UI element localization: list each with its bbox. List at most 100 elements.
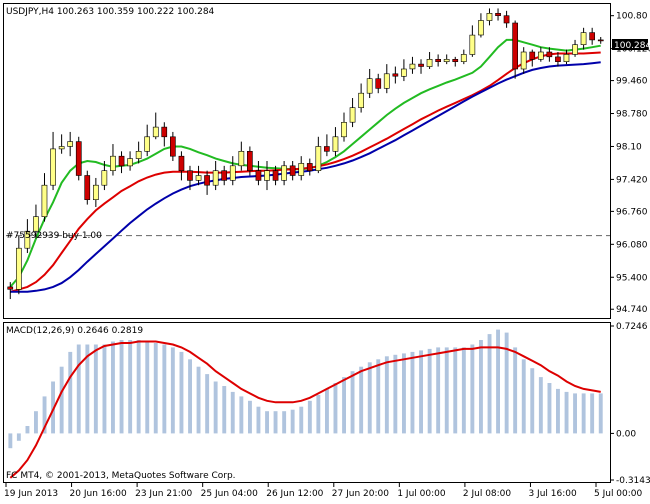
macd-bar <box>34 411 38 434</box>
candle-bull <box>281 165 287 181</box>
candle-bear <box>84 175 91 201</box>
candle-bear <box>597 39 604 42</box>
macd-bar <box>556 388 560 434</box>
candle-bear <box>255 170 262 181</box>
macd-bar <box>513 347 518 434</box>
macd-bar <box>8 433 13 449</box>
ma_slow-line <box>10 61 601 293</box>
macd-header: MACD(12,26,9) 0.2646 0.2819 <box>6 326 143 336</box>
macd-bar <box>42 396 47 434</box>
y-tick-label: 95.400 <box>616 273 648 283</box>
macd-bar <box>538 377 543 434</box>
candle-bull <box>349 107 356 123</box>
macd-bar <box>85 344 90 434</box>
candle-bull <box>127 158 133 167</box>
x-tick-label: 23 Jun 21:00 <box>135 489 192 499</box>
candle-bull <box>443 58 450 62</box>
macd-y-tick-label: -0.3143 <box>616 476 650 486</box>
y-tick-label: 96.080 <box>616 240 648 250</box>
candle-bear <box>247 151 253 172</box>
macd-bar <box>230 391 235 434</box>
candle-bull <box>110 155 116 171</box>
macd-bar <box>461 347 466 434</box>
candle-bull <box>315 146 322 172</box>
candle-bull <box>469 34 476 55</box>
macd-bar <box>547 383 552 434</box>
x-tick-label: 5 Jul 00:00 <box>594 489 643 499</box>
candle-bear <box>529 51 536 60</box>
macd-plot <box>8 329 603 479</box>
candle-bull <box>383 73 390 89</box>
candle-bear <box>289 165 296 176</box>
macd-bar <box>367 362 372 434</box>
candle-bear <box>221 170 228 181</box>
candle-bear <box>187 170 193 181</box>
macd-bar <box>68 351 73 434</box>
candle-bull <box>520 51 527 70</box>
macd-y-tick-label: 0.00 <box>616 429 636 439</box>
macd-bar <box>222 386 227 434</box>
macd-bar <box>487 334 492 434</box>
macd-bar <box>436 347 441 434</box>
candle-bull <box>67 141 73 147</box>
macd-bar <box>564 391 569 434</box>
candle-bull <box>332 136 339 152</box>
price-plot <box>6 8 610 300</box>
candle-bull <box>152 126 159 138</box>
candle-bear <box>272 170 279 181</box>
candle-bull <box>478 20 484 36</box>
macd-bar <box>162 344 167 434</box>
macd-bar <box>598 393 603 434</box>
candle-bull <box>101 170 108 186</box>
candle-bull <box>298 163 305 176</box>
macd-bar <box>213 381 218 434</box>
macd-bar <box>325 388 329 434</box>
macd-bar <box>188 359 192 434</box>
candle-bear <box>495 13 501 17</box>
macd-bar <box>179 351 184 434</box>
y-tick-label: 100.80 <box>616 12 648 22</box>
macd-bar <box>256 406 261 434</box>
current-price-label: 100.284 <box>614 41 650 51</box>
macd-bar <box>316 394 321 434</box>
macd-bar <box>273 411 278 434</box>
y-tick-label: 98.10 <box>616 142 642 152</box>
order-label: #75592939 buy 1.00 <box>6 231 102 241</box>
y-tick-label: 99.460 <box>616 77 648 87</box>
candle-bear <box>7 286 14 290</box>
x-tick-label: 19 Jun 2013 <box>4 489 58 499</box>
macd-bar <box>307 400 312 434</box>
candle-bear <box>306 163 313 171</box>
macd-bar <box>265 411 269 434</box>
macd-bar <box>59 366 64 434</box>
candle-bear <box>75 141 82 176</box>
candle-bear <box>323 146 330 152</box>
candle-bull <box>15 247 22 290</box>
candle-bull <box>486 13 493 21</box>
x-tick-label: 1 Jul 00:00 <box>397 489 446 499</box>
candle-bear <box>178 155 185 171</box>
macd-bar <box>128 340 133 434</box>
candle-bull <box>33 216 39 232</box>
x-tick-label: 25 Jun 04:00 <box>201 489 258 499</box>
candle-bull <box>144 136 151 152</box>
candle-bear <box>452 58 459 62</box>
candle-bull <box>238 151 245 167</box>
macd-bar <box>111 341 115 434</box>
macd-bar <box>51 381 55 434</box>
y-tick-label: 96.760 <box>616 207 648 217</box>
macd-bar <box>196 366 201 434</box>
x-tick-label: 20 Jun 16:00 <box>70 489 127 499</box>
macd-bar <box>16 433 21 441</box>
candle-bear <box>418 63 424 67</box>
y-tick-label: 94.740 <box>616 305 648 315</box>
macd-bar <box>419 350 423 434</box>
candle-bull <box>195 175 202 181</box>
macd-y-tick-label: 0.7246 <box>616 322 648 332</box>
candle-bear <box>546 51 553 58</box>
candle-bull <box>93 184 99 200</box>
macd-bar <box>393 354 398 434</box>
candle-bull <box>358 92 365 108</box>
